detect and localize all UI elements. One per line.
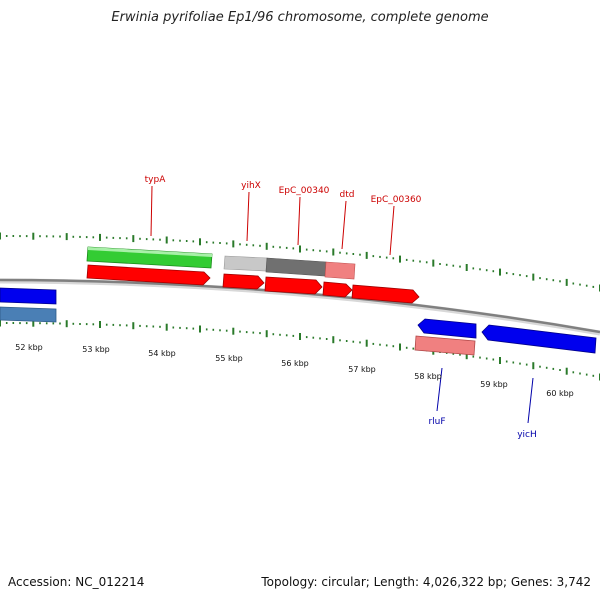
- leader-yich: [527, 377, 534, 424]
- cds-typa[interactable]: [86, 264, 211, 286]
- label-epc-00360: EpC_00360: [371, 195, 422, 205]
- gene-epc-00340[interactable]: [265, 257, 327, 277]
- leader-yihx: [246, 191, 250, 242]
- cds-yich[interactable]: [481, 324, 597, 354]
- map-title: Erwinia pyrifoliae Ep1/96 chromosome, co…: [111, 10, 489, 25]
- cds-yihx[interactable]: [222, 273, 265, 290]
- kbp-label-52: 52 kbp: [15, 343, 43, 352]
- cds-epc-00360[interactable]: [351, 284, 420, 304]
- leader-rluf: [436, 367, 443, 412]
- kbp-label-57: 57 kbp: [348, 365, 376, 374]
- kbp-label-53: 53 kbp: [82, 345, 110, 354]
- cds-rluf[interactable]: [417, 318, 477, 339]
- label-typa: typA: [145, 175, 167, 185]
- leader-epc-00360: [389, 205, 395, 256]
- label-dtd: dtd: [340, 190, 355, 200]
- gene-left-steel[interactable]: [0, 306, 57, 323]
- kbp-label-55: 55 kbp: [215, 354, 243, 363]
- label-rluf: rluF: [428, 417, 445, 427]
- label-epc-00340: EpC_00340: [279, 186, 330, 196]
- gene-dtd[interactable]: [324, 261, 356, 280]
- gene-rluf[interactable]: [414, 335, 476, 356]
- cds-epc-00340[interactable]: [264, 276, 323, 295]
- kbp-label-60: 60 kbp: [546, 389, 574, 398]
- outer-tick-ring: [0, 232, 600, 292]
- kbp-label-54: 54 kbp: [148, 349, 176, 358]
- gene-left-blue[interactable]: [0, 287, 57, 305]
- topology-summary: Topology: circular; Length: 4,026,322 bp…: [261, 575, 591, 589]
- leader-epc-00340: [297, 196, 301, 246]
- kbp-label-59: 59 kbp: [480, 380, 508, 389]
- gene-yihx[interactable]: [223, 255, 268, 272]
- cds-dtd[interactable]: [322, 281, 353, 298]
- leader-dtd: [341, 200, 347, 250]
- label-yich: yicH: [517, 430, 537, 440]
- gene-typa-shine: [88, 247, 212, 257]
- leader-typa: [150, 185, 153, 237]
- kbp-label-58: 58 kbp: [414, 372, 442, 381]
- accession-text: Accession: NC_012214: [8, 575, 145, 589]
- label-yihx: yihX: [241, 181, 261, 191]
- kbp-label-56: 56 kbp: [281, 359, 309, 368]
